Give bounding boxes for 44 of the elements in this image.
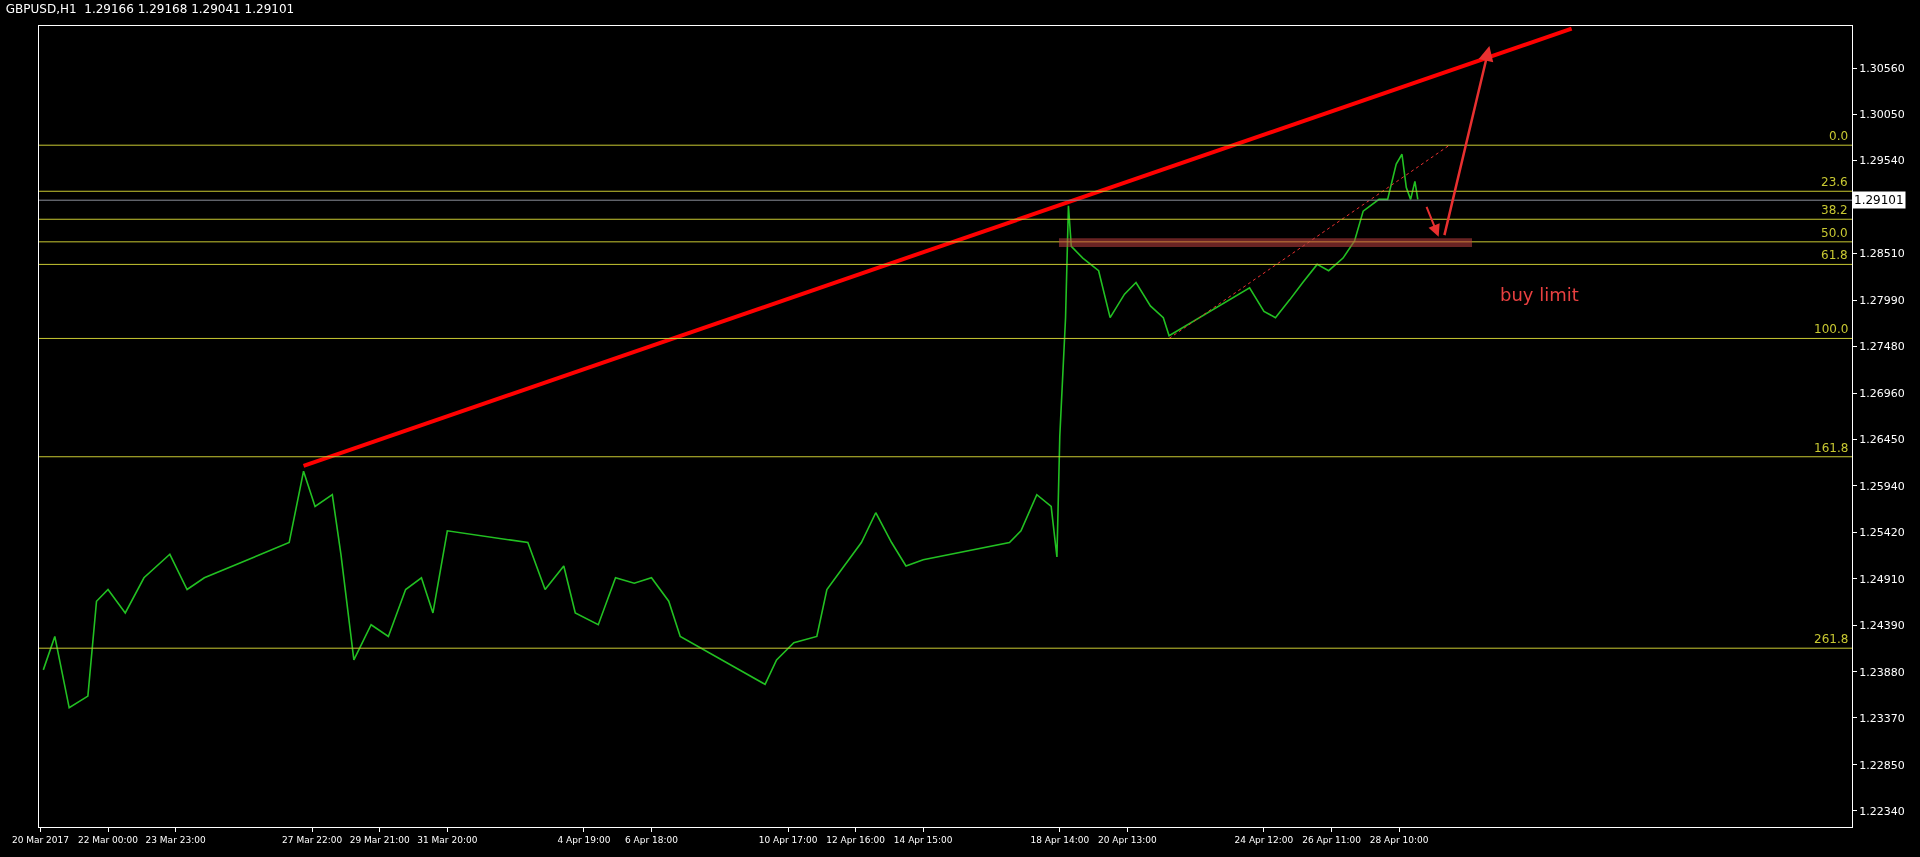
x-tick-label: 6 Apr 18:00 [625,834,679,845]
x-tick-label: 28 Apr 10:00 [1369,834,1429,845]
x-tick-label: 14 Apr 15:00 [893,834,953,845]
x-tick-label: 31 Mar 20:00 [417,834,478,845]
annotation: 261.8 [1814,632,1849,646]
y-tick-label: 1.22850 [1859,758,1905,772]
line-series [42,153,1419,709]
y-tick-label: 1.23880 [1859,665,1905,679]
y-tick-label: 1.26450 [1859,433,1905,447]
x-tick-label: 23 Mar 23:00 [145,834,206,845]
annotation: 161.8 [1814,441,1849,455]
annotation: 61.8 [1821,248,1848,262]
y-tick-label: 1.28510 [1859,247,1905,261]
annotation: 0.0 [1829,129,1849,143]
x-tick-label: 22 Mar 00:00 [77,834,139,845]
y-tick-label: 1.29540 [1859,154,1905,168]
annotation: 50.0 [1821,226,1848,240]
x-tick-label: 20 Apr 13:00 [1098,834,1157,845]
x-tick-label: 24 Apr 12:00 [1234,834,1294,845]
y-tick-label: 1.22340 [1859,804,1905,818]
x-tick-label: 10 Apr 17:00 [758,834,818,845]
x-tick-label: 29 Mar 21:00 [349,834,411,845]
y-tick-label: 1.24910 [1859,572,1905,586]
y-tick-label: 1.23370 [1859,711,1905,725]
y-tick-label: 1.30050 [1859,108,1905,122]
y-tick-label: 1.25420 [1859,526,1905,540]
y-tick-label: 1.30560 [1859,62,1905,76]
chart-title: GBPUSD,H1 1.29166 1.29168 1.29041 1.29101 [5,1,295,16]
annotation: buy limit [1500,284,1579,305]
x-tick-label: 26 Apr 11:00 [1302,834,1362,845]
x-tick-label: 12 Apr 16:00 [826,834,886,845]
x-tick-label: 18 Apr 14:00 [1030,834,1090,845]
annotation: 23.6 [1821,175,1848,189]
x-tick-label: 27 Mar 22:00 [282,834,343,845]
x-tick-label: 20 Mar 2017 [11,834,69,845]
annotation: 100.0 [1814,322,1849,336]
y-tick-label: 1.25940 [1859,479,1905,493]
y-tick-label: 1.27990 [1859,294,1905,308]
y-tick-label: 1.26960 [1859,387,1905,401]
y-tick-label: 1.24390 [1859,619,1905,633]
x-tick-label: 4 Apr 19:00 [557,834,611,845]
annotation: 38.2 [1821,203,1848,217]
ref-line-label: 1.29101 [1854,193,1904,207]
y-tick-label: 1.27480 [1859,340,1905,354]
